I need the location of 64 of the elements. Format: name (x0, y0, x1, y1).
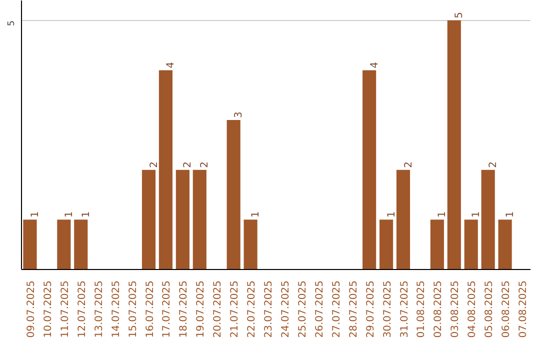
data-label: 1 (80, 211, 92, 218)
data-label: 1 (386, 211, 398, 218)
x-tick-label: 14.07.2025 (110, 280, 122, 338)
x-tick-label: 28.07.2025 (348, 280, 360, 338)
data-label: 1 (64, 211, 75, 218)
data-label: 4 (369, 62, 380, 68)
data-label: 3 (234, 112, 245, 118)
bar (23, 220, 37, 270)
bar (226, 120, 240, 270)
x-tick-label: 04.08.2025 (467, 280, 478, 338)
data-label: 4 (166, 62, 177, 68)
x-tick-label: 12.07.2025 (76, 280, 88, 338)
bar (158, 70, 173, 270)
x-tick-label: 18.07.2025 (178, 280, 190, 338)
x-tick-label: 05.08.2025 (484, 280, 496, 338)
x-tick-label: 26.07.2025 (314, 280, 326, 338)
bar (57, 220, 71, 270)
bar (142, 170, 156, 270)
bar (244, 220, 258, 270)
bar (192, 170, 206, 270)
x-tick-label: 29.07.2025 (365, 280, 376, 338)
data-label: 2 (148, 161, 160, 168)
x-tick-label: 19.07.2025 (196, 280, 207, 338)
bar (362, 70, 376, 270)
bar (176, 170, 190, 270)
bar (430, 220, 444, 270)
x-tick-label: 27.07.2025 (331, 280, 342, 338)
x-tick-label: 02.08.2025 (433, 280, 444, 338)
bar (379, 220, 394, 270)
data-label: 1 (505, 211, 516, 218)
x-tick-label: 11.07.2025 (60, 280, 71, 338)
x-tick-label: 24.07.2025 (280, 280, 292, 338)
data-label: 1 (30, 211, 41, 218)
bar (498, 220, 512, 270)
data-label: 1 (250, 211, 262, 218)
bar (481, 170, 495, 270)
x-tick-label: 30.07.2025 (382, 280, 394, 338)
x-tick-label: 07.08.2025 (518, 280, 530, 338)
data-label: 2 (403, 161, 414, 168)
data-label: 1 (471, 211, 482, 218)
x-tick-label: 31.07.2025 (399, 280, 410, 338)
x-tick-label: 06.08.2025 (501, 280, 512, 338)
data-label: 1 (437, 211, 448, 218)
data-label: 2 (200, 161, 211, 168)
data-label: 2 (488, 161, 500, 168)
bar (74, 220, 88, 270)
x-tick-label: 03.08.2025 (450, 280, 462, 338)
x-tick-label: 10.07.2025 (42, 280, 54, 338)
data-label: 5 (454, 12, 466, 18)
x-tick-label: 01.08.2025 (416, 280, 428, 338)
x-tick-label: 16.07.2025 (144, 280, 156, 338)
x-tick-label: 22.07.2025 (246, 280, 258, 338)
x-tick-label: 13.07.2025 (94, 280, 105, 338)
x-tick-label: 25.07.2025 (297, 280, 308, 338)
bar (447, 20, 461, 270)
x-tick-label: 15.07.2025 (128, 280, 139, 338)
x-tick-label: 20.07.2025 (212, 280, 224, 338)
data-label: 2 (182, 161, 194, 168)
x-tick-label: 09.07.2025 (26, 280, 37, 338)
x-tick-label: 21.07.2025 (230, 280, 241, 338)
x-tick-label: 17.07.2025 (162, 280, 173, 338)
x-tick-label: 23.07.2025 (264, 280, 275, 338)
bar (464, 220, 478, 270)
bar (396, 170, 410, 270)
